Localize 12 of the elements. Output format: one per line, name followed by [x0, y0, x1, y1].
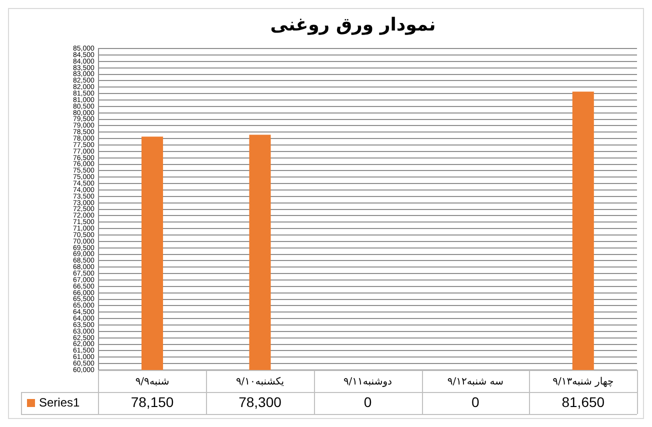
data-label: 81,650 — [562, 394, 605, 410]
chart-title: نمودار ورق روغنی — [270, 14, 436, 36]
x-tick-label: یکشنبه۹/۱۰ — [236, 376, 284, 388]
x-tick-label: سه شنبه۹/۱۲ — [447, 376, 504, 388]
x-tick-label: شنبه۹/۹ — [135, 376, 170, 388]
text: 0 — [364, 394, 372, 410]
x-tick-label: چهار شنبه۹/۱۳ — [552, 376, 614, 388]
legend-label: Series1 — [39, 395, 80, 410]
data-label: 78,300 — [238, 394, 282, 410]
data-label: 78,150 — [130, 394, 174, 410]
text: 0 — [472, 394, 480, 410]
x-tick-label: دوشنبه۹/۱۱ — [343, 376, 392, 388]
